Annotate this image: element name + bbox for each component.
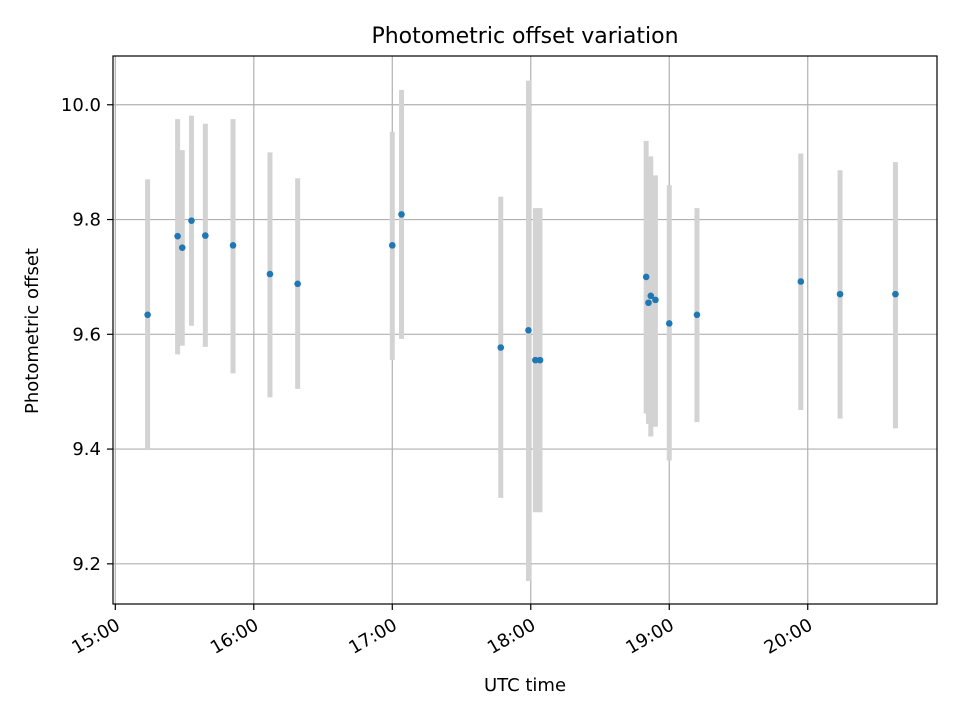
y-tick-label: 10.0	[61, 95, 101, 116]
y-axis-label: Photometric offset	[22, 248, 43, 414]
data-point	[693, 311, 701, 319]
data-point	[525, 326, 532, 334]
plot-frame	[112, 55, 938, 605]
data-point	[797, 278, 805, 285]
data-point	[202, 232, 209, 239]
data-point	[836, 290, 844, 298]
data-point	[144, 311, 151, 319]
y-tick-label: 9.8	[72, 210, 101, 231]
data-point	[645, 299, 652, 307]
data-point	[294, 280, 301, 288]
x-tick-label: 17:00	[345, 615, 400, 659]
x-axis-label: UTC time	[484, 675, 566, 696]
y-tick-label: 9.4	[72, 439, 101, 460]
x-tick-label: 19:00	[622, 615, 677, 659]
data-point	[178, 244, 186, 251]
data-points	[144, 211, 899, 364]
x-axis-ticks: 15:00 16:00 17:00 18:00 19:00 20:00	[68, 604, 816, 659]
data-point	[532, 356, 539, 364]
data-point	[398, 211, 405, 218]
data-point	[266, 270, 274, 278]
x-tick-label: 20:00	[761, 615, 816, 659]
grid-lines	[113, 56, 937, 604]
y-tick-label: 9.6	[72, 324, 101, 345]
data-point	[188, 217, 195, 224]
data-point	[174, 232, 181, 240]
data-point	[497, 344, 505, 351]
data-point	[892, 290, 899, 298]
y-axis-ticks: 9.2 9.4 9.6 9.8 10.0	[61, 95, 113, 575]
error-bars	[145, 80, 898, 582]
data-point	[229, 242, 237, 249]
y-tick-label: 9.2	[72, 554, 101, 575]
x-tick-label: 15:00	[68, 615, 123, 659]
chart-title: Photometric offset variation	[371, 24, 678, 49]
data-point	[388, 242, 396, 249]
data-point	[665, 320, 673, 327]
data-point	[652, 296, 659, 304]
data-point	[647, 292, 655, 300]
data-point	[642, 273, 650, 281]
x-tick-label: 16:00	[207, 615, 262, 659]
data-point	[536, 356, 544, 364]
x-tick-label: 18:00	[484, 615, 539, 659]
